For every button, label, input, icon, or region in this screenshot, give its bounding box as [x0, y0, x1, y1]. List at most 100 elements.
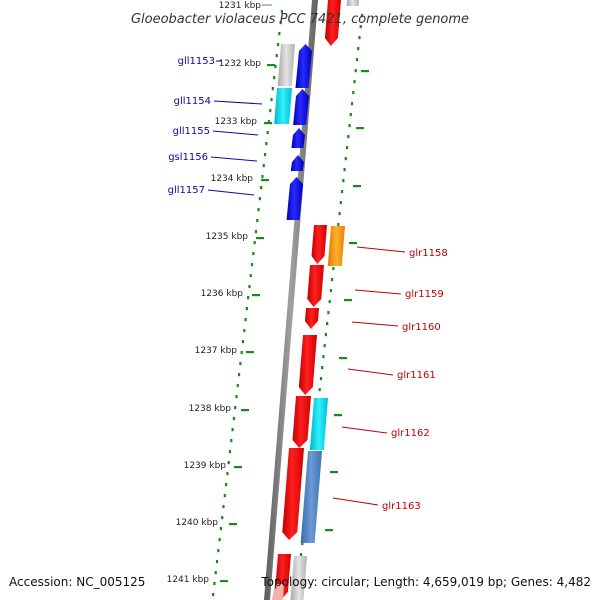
cds-block-cyan: [309, 398, 328, 450]
ring-dot: [279, 21, 282, 25]
gene-label-gll1155[interactable]: gll1155: [173, 126, 210, 137]
ring-dot: [323, 344, 326, 348]
ring-dot: [343, 168, 346, 172]
ring-dot: [354, 69, 357, 73]
leader-line-gll1157: [207, 189, 255, 196]
ring-dot: [278, 32, 281, 36]
ring-dot: [338, 212, 341, 216]
ring-dot: [347, 135, 350, 139]
gene-label-gsl1156[interactable]: gsl1156: [168, 152, 208, 163]
gene-label-glr1159[interactable]: glr1159: [405, 289, 444, 300]
map-title: Gloeobacter violaceus PCC 7421, complete…: [131, 12, 469, 27]
tick-mark: [252, 294, 260, 297]
gene-label-gll1154[interactable]: gll1154: [174, 96, 211, 107]
ring-dot: [263, 153, 267, 157]
ring-dot: [223, 494, 226, 498]
ring-dot: [319, 377, 323, 381]
ring-dot: [339, 201, 342, 205]
position-label: 1236 kbp: [201, 289, 244, 299]
gene-label-glr1163[interactable]: glr1163: [382, 501, 421, 512]
ring-dot: [243, 329, 246, 333]
ring-dot: [260, 186, 263, 190]
leader-line-glr1162: [341, 426, 388, 434]
ring-dot: [253, 241, 256, 245]
gene-arrow-fragment: [324, 0, 341, 46]
cds-block-cyan: [274, 88, 292, 124]
ring-dot: [254, 230, 258, 234]
ring-dot: [324, 333, 328, 337]
ring-dot: [332, 267, 335, 271]
ring-dot: [358, 36, 361, 40]
ring-dot: [214, 571, 217, 575]
leader-line-glr1159: [354, 289, 402, 295]
tick-mark: [246, 351, 254, 354]
gene-features: [272, 0, 359, 600]
ring-dot: [219, 527, 223, 531]
ring-dot: [230, 439, 233, 443]
ring-dot: [258, 197, 261, 201]
gene-arrow-glr1160: [304, 308, 319, 329]
ring-dot: [247, 296, 250, 300]
position-label: 1235 kbp: [206, 232, 249, 242]
ring-dot: [244, 318, 247, 322]
gene-label-glr1158[interactable]: glr1158: [409, 248, 448, 259]
ring-dot: [241, 340, 245, 344]
position-label: 1233 kbp: [215, 117, 258, 127]
ring-dot: [236, 384, 239, 388]
tick-mark: [356, 127, 364, 130]
gene-label-glr1161[interactable]: glr1161: [397, 370, 436, 381]
ring-dot: [352, 91, 355, 95]
ring-dot: [228, 450, 232, 454]
position-label: 1240 kbp: [176, 518, 219, 528]
ring-dot: [340, 190, 344, 194]
gene-label-gll1157[interactable]: gll1157: [168, 185, 205, 196]
tick-mark: [325, 529, 333, 532]
tick-mark: [264, 122, 272, 125]
accession-text: Accession: NC_005125: [9, 575, 145, 589]
ring-dot: [221, 516, 224, 520]
ring-dot: [215, 560, 219, 564]
gene-arrow-glr1161: [298, 335, 317, 395]
tick-mark: [220, 580, 228, 583]
leader-line-glr1161: [347, 368, 394, 376]
ring-dot: [239, 362, 242, 366]
gene-label-gll1153[interactable]: gll1153: [178, 56, 215, 67]
ring-dot: [235, 395, 238, 399]
position-label: 1231 kbp: [219, 1, 262, 11]
ring-dot: [355, 58, 359, 62]
position-label: 1238 kbp: [189, 404, 232, 414]
gene-arrow-glr1163: [282, 448, 304, 540]
ring-dot: [250, 263, 254, 267]
ring-dot: [357, 47, 360, 51]
ring-dot: [256, 219, 259, 223]
ring-dot: [245, 307, 248, 311]
cds-block-grey: [277, 44, 295, 86]
tick-mark: [241, 409, 249, 412]
gene-arrow-gll1154: [293, 89, 309, 125]
ring-dot: [299, 553, 303, 557]
tick-mark: [234, 466, 242, 469]
position-label: 1241 kbp: [167, 575, 210, 585]
gene-label-glr1162[interactable]: glr1162: [391, 428, 430, 439]
ring-dot: [337, 223, 340, 227]
ring-dot: [344, 157, 347, 161]
ring-dot: [273, 76, 276, 80]
tick-mark: [229, 523, 237, 526]
gene-arrow-glr1162: [292, 396, 311, 448]
ring-dot: [257, 208, 260, 212]
ring-dot: [276, 43, 280, 47]
gene-label-glr1160[interactable]: glr1160: [402, 322, 441, 333]
ring-dot: [226, 472, 229, 476]
gene-arrow-gll1153: [295, 44, 312, 88]
topology-text: Topology: circular; Length: 4,659,019 bp…: [260, 575, 591, 589]
cds-block-grey: [290, 556, 307, 600]
leader-line-gll1154: [213, 100, 263, 105]
ring-dot: [353, 80, 356, 84]
gene-label-leaders: [207, 60, 406, 506]
position-scale: [220, 4, 369, 583]
tick-mark: [339, 357, 347, 360]
ring-dot: [231, 428, 234, 432]
ring-dot: [328, 300, 331, 304]
ring-dot: [252, 252, 255, 256]
